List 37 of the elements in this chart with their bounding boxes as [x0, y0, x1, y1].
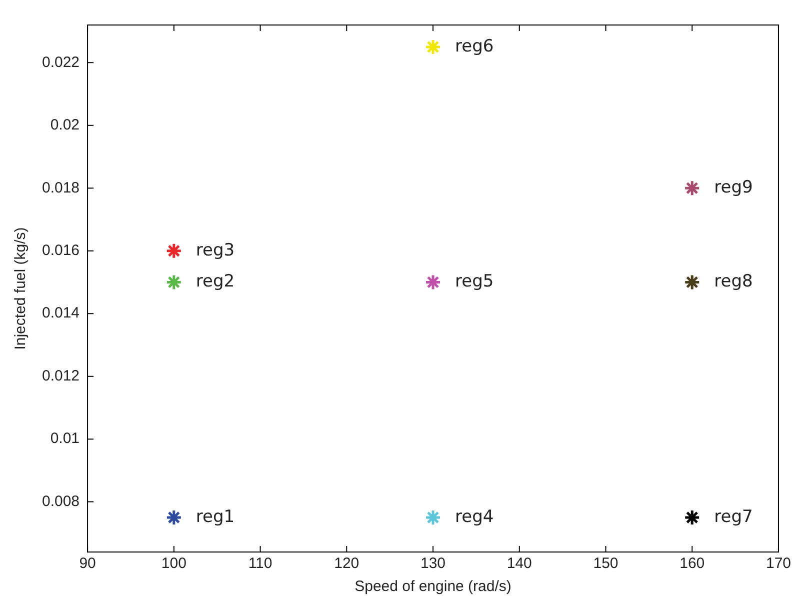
x-tick-label: 160: [680, 555, 705, 572]
series-label: reg6: [455, 36, 494, 56]
series-label: reg1: [196, 506, 235, 527]
series-label: reg9: [714, 178, 753, 198]
series-label: reg5: [455, 272, 494, 292]
x-tick-label: 140: [506, 555, 532, 572]
y-tick-label: 0.008: [42, 492, 80, 510]
y-tick-label: 0.012: [42, 367, 80, 384]
x-axis-title: Speed of engine (rad/s): [354, 578, 512, 596]
x-tick-label: 130: [420, 555, 446, 572]
y-tick-label: 0.014: [42, 304, 80, 322]
y-tick-label: 0.022: [42, 54, 80, 71]
point: [684, 509, 700, 526]
y-tick-label: 0.02: [50, 116, 80, 134]
y-tick-label: 0.016: [42, 242, 80, 259]
point: [166, 274, 182, 290]
x-tick-label: 110: [248, 555, 272, 572]
point: [684, 180, 700, 196]
x-tick-label: 150: [593, 555, 618, 572]
x-tick-label: 170: [766, 555, 791, 572]
series-label: reg2: [196, 272, 235, 292]
point: [166, 509, 182, 526]
point: [424, 274, 442, 290]
series-label: reg4: [455, 506, 494, 527]
point: [424, 509, 442, 526]
x-tick-label: 120: [334, 555, 360, 572]
y-tick-label: 0.018: [42, 179, 80, 196]
series-label: reg7: [714, 506, 753, 527]
series-label: reg3: [196, 240, 235, 260]
x-tick-label: 100: [161, 555, 186, 572]
series-label: reg8: [714, 272, 753, 292]
y-tick-label: 0.01: [50, 430, 80, 448]
x-tick-label: 90: [79, 555, 96, 572]
y-axis-title: Injected fuel (kg/s): [12, 227, 30, 350]
point: [424, 38, 442, 56]
point: [684, 274, 700, 290]
point: [166, 242, 182, 260]
